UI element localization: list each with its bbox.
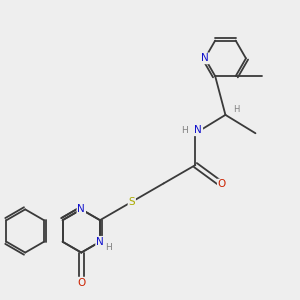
Text: N: N	[194, 125, 202, 135]
Text: H: H	[233, 106, 239, 115]
Text: N: N	[77, 204, 85, 214]
Text: N: N	[96, 237, 104, 247]
Text: S: S	[128, 197, 135, 207]
Text: H: H	[181, 126, 188, 135]
Text: H: H	[106, 243, 112, 252]
Text: O: O	[77, 278, 86, 288]
Text: N: N	[201, 53, 209, 63]
Text: O: O	[218, 179, 226, 190]
